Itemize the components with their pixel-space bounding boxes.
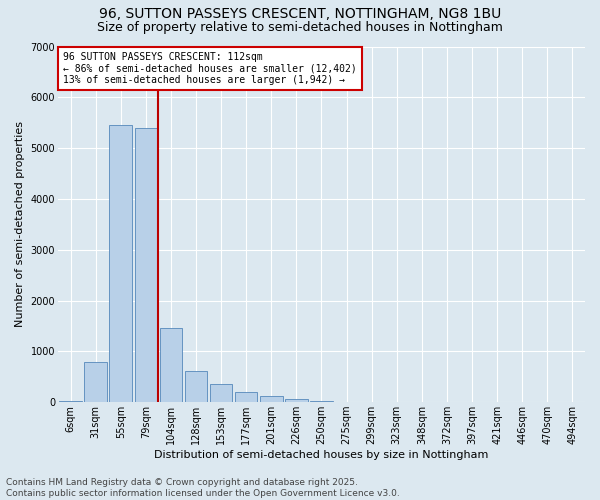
X-axis label: Distribution of semi-detached houses by size in Nottingham: Distribution of semi-detached houses by … [154,450,488,460]
Text: 96 SUTTON PASSEYS CRESCENT: 112sqm
← 86% of semi-detached houses are smaller (12: 96 SUTTON PASSEYS CRESCENT: 112sqm ← 86%… [63,52,357,85]
Text: Contains HM Land Registry data © Crown copyright and database right 2025.
Contai: Contains HM Land Registry data © Crown c… [6,478,400,498]
Bar [160,328,182,402]
Bar [185,370,207,402]
Bar [85,362,107,402]
Text: 96, SUTTON PASSEYS CRESCENT, NOTTINGHAM, NG8 1BU: 96, SUTTON PASSEYS CRESCENT, NOTTINGHAM,… [99,8,501,22]
Bar [260,396,283,402]
Bar [59,401,82,402]
Bar [109,126,132,402]
Bar [134,128,157,402]
Y-axis label: Number of semi-detached properties: Number of semi-detached properties [15,122,25,328]
Bar [210,384,232,402]
Bar [235,392,257,402]
Bar [285,398,308,402]
Bar [310,401,333,402]
Text: Size of property relative to semi-detached houses in Nottingham: Size of property relative to semi-detach… [97,21,503,34]
